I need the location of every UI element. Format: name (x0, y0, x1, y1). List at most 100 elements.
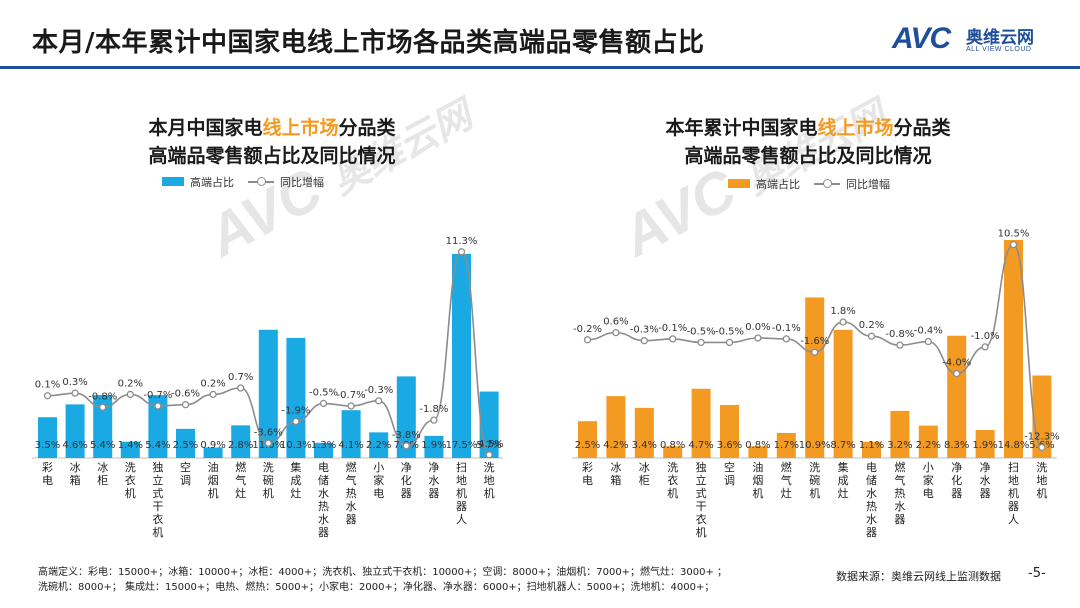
bar (918, 425, 938, 458)
bar-data-label: 3.6% (717, 440, 742, 451)
bar (833, 329, 853, 458)
bar-data-label: 8.7% (830, 440, 855, 451)
category-label: 油烟机 (752, 460, 763, 500)
growth-data-label: 0.0% (745, 322, 770, 333)
category-label: 小家电 (373, 461, 384, 500)
growth-point (782, 335, 790, 343)
category-label: 洗碗机 (263, 461, 274, 500)
bar (452, 254, 471, 458)
bar-data-label: 0.9% (200, 440, 225, 451)
category-label: 电储水热水器 (318, 461, 329, 539)
legend-line-label: 同比增幅 (846, 178, 890, 191)
category-label: 冰箱 (70, 461, 81, 487)
growth-point (1009, 240, 1018, 249)
bar-data-label: 10.3% (280, 440, 312, 451)
bar-data-label: 1.4% (118, 440, 143, 451)
footnote-line-2: 洗碗机：8000+； 集成灶：15000+；电热、燃热：5000+；小家电：20… (38, 582, 715, 593)
legend-bar-swatch (162, 177, 184, 186)
growth-point (209, 390, 217, 399)
bar (120, 441, 140, 458)
growth-data-label: 0.6% (603, 317, 628, 328)
growth-point (485, 451, 493, 459)
growth-data-label: -1.0% (971, 331, 1000, 342)
growth-point (264, 439, 272, 447)
bar-data-label: 8.3% (944, 440, 969, 451)
growth-point (754, 334, 762, 342)
growth-point (319, 399, 328, 408)
category-label: 燃气灶 (781, 460, 792, 500)
growth-data-label: -0.8% (88, 391, 117, 402)
growth-point (292, 417, 300, 426)
growth-point (867, 332, 876, 340)
bar (776, 432, 796, 458)
growth-data-label: 0.7% (228, 372, 253, 383)
category-label: 电储水热水器 (866, 461, 877, 539)
growth-point (99, 403, 107, 411)
bar (1004, 240, 1023, 458)
category-label: 空调 (180, 460, 191, 487)
growth-data-label: 0.2% (118, 378, 143, 389)
growth-point (237, 384, 245, 392)
right-legend: 高端占比 同比增幅 (728, 176, 918, 191)
growth-point (896, 341, 904, 349)
growth-data-label: -12.3% (1024, 431, 1059, 442)
growth-data-label: -3.8% (392, 430, 421, 441)
bar (341, 410, 361, 458)
category-label: 冰箱 (610, 461, 621, 487)
growth-data-label: -0.2% (573, 324, 602, 335)
growth-point (612, 329, 620, 337)
bar-data-label: 5.4% (145, 440, 170, 451)
bar-data-label: 10.9% (799, 440, 831, 451)
category-label: 集成灶 (290, 460, 301, 500)
right-chart-title: 本年累计中国家电线上市场分品类 高端品零售额占比及同比情况 (665, 117, 951, 167)
bar (890, 410, 910, 458)
left-chart-title: 本月中国家电线上市场分品类 高端品零售额占比及同比情况 (148, 117, 396, 167)
growth-data-label: -4.0% (942, 358, 971, 369)
left-legend: 高端占比 同比增幅 (162, 174, 352, 189)
bar (93, 395, 113, 458)
growth-data-label: -0.8% (885, 329, 914, 340)
bar (634, 407, 654, 458)
category-label: 独立式干衣机 (696, 461, 707, 539)
growth-point (457, 248, 466, 256)
growth-data-label: -0.6% (171, 389, 200, 400)
page-number: -5- (1028, 566, 1046, 581)
growth-data-label: -1.9% (281, 405, 310, 416)
bar-data-label: 2.2% (366, 440, 391, 451)
growth-data-label: -1.8% (419, 404, 448, 415)
growth-data-label: 0.3% (62, 377, 87, 388)
category-label: 净化器 (951, 460, 962, 500)
bar (479, 391, 499, 458)
bar (314, 442, 333, 458)
bar (424, 435, 444, 458)
bar (369, 432, 389, 458)
category-label: 彩电 (42, 461, 53, 487)
growth-data-label: -0.5% (715, 326, 744, 337)
legend-bar-swatch (728, 179, 750, 188)
category-label: 集成灶 (838, 460, 849, 500)
bar-data-label: 2.8% (228, 440, 253, 451)
category-label: 冰柜 (639, 461, 650, 487)
bar (148, 395, 168, 458)
category-label: 燃气灶 (235, 460, 246, 500)
growth-data-label: 1.8% (830, 306, 855, 317)
bar (975, 430, 995, 458)
bar-data-label: 1.9% (972, 440, 997, 451)
bar (691, 388, 711, 458)
bar (286, 337, 306, 458)
bar-data-label: 1.1% (859, 440, 884, 451)
category-label: 净化器 (401, 460, 412, 500)
bar (203, 447, 223, 458)
growth-point (811, 348, 819, 356)
category-label: 彩电 (582, 461, 593, 487)
growth-point (430, 416, 438, 424)
bar-data-label: 5.4% (90, 440, 115, 451)
bar (578, 421, 597, 458)
growth-point (375, 397, 383, 405)
growth-point (347, 402, 355, 410)
bar-data-label: 14.8% (998, 440, 1030, 451)
growth-data-label: 11.3% (446, 236, 478, 247)
growth-data-label: -0.3% (364, 385, 393, 396)
bar (65, 404, 85, 458)
